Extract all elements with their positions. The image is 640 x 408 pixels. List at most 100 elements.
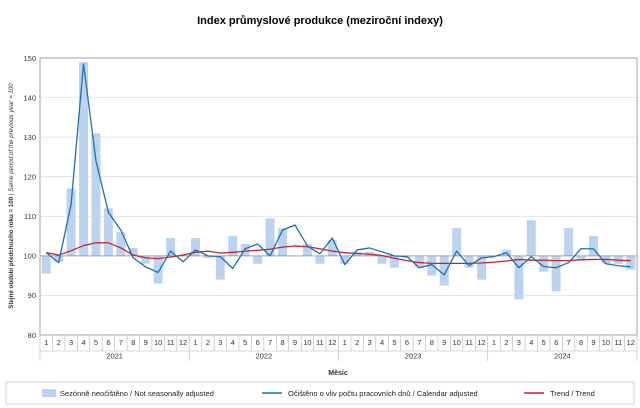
x-tick-label-17: 6: [256, 338, 260, 347]
y-axis-title-italic: Same period of the previous year = 100: [8, 83, 15, 192]
chart-title: Index průmyslové produkce (meziroční ind…: [197, 15, 443, 27]
x-tick-label-39: 4: [529, 338, 533, 347]
bar-23: [327, 240, 337, 256]
bar-5: [103, 208, 113, 256]
x-tick-label-14: 3: [218, 338, 222, 347]
bar-10: [166, 238, 176, 256]
bar-7: [128, 247, 138, 256]
plot-area: [39, 57, 638, 336]
x-tick-label-46: 11: [614, 338, 622, 347]
x-year-label-2022: 2022: [256, 352, 273, 361]
legend: Sezónně neočištěno / Not seasonally adju…: [5, 381, 635, 405]
bar-38: [514, 255, 524, 300]
x-tick-label-6: 7: [119, 338, 123, 347]
bar-18: [265, 218, 275, 256]
bar-6: [116, 232, 126, 256]
bar-44: [588, 236, 598, 256]
bar-15: [228, 236, 238, 256]
bar-43: [576, 255, 586, 260]
bar-30: [414, 255, 424, 268]
y-tick-label-0: 80: [28, 331, 36, 340]
bar-42: [564, 228, 574, 256]
x-tick-label-43: 8: [579, 338, 583, 347]
x-tick-label-18: 7: [268, 338, 272, 347]
y-axis-title: Stejné období předchozího roku = 100 | S…: [8, 83, 15, 309]
y-tick-label-4: 120: [23, 173, 36, 182]
x-tick-label-41: 6: [554, 338, 558, 347]
x-tick-label-15: 4: [231, 338, 235, 347]
x-tick-label-19: 8: [280, 338, 284, 347]
x-tick-label-12: 1: [193, 338, 197, 347]
x-tick-label-42: 7: [567, 338, 571, 347]
bar-27: [377, 255, 387, 264]
x-tick-label-9: 10: [154, 338, 162, 347]
y-tick-label-3: 110: [24, 212, 36, 221]
x-tick-label-30: 7: [417, 338, 421, 347]
y-tick-labels: 80 90 100 110 120 130 140 150: [23, 54, 36, 340]
bar-21: [302, 243, 312, 256]
bar-24: [340, 255, 350, 264]
x-tick-label-2: 3: [69, 338, 73, 347]
bar-39: [526, 220, 536, 256]
bar-2: [66, 188, 76, 256]
x-tick-label-45: 10: [602, 338, 610, 347]
x-tick-label-26: 3: [368, 338, 372, 347]
bar-4: [91, 133, 101, 256]
x-tick-label-0: 1: [44, 338, 48, 347]
x-axis-title: Měsíc: [328, 370, 348, 377]
bar-35: [477, 255, 487, 280]
series-line-1: [45, 63, 631, 276]
x-tick-label-27: 4: [380, 338, 384, 347]
x-tick-label-3: 4: [81, 338, 85, 347]
y-tick-label-1: 90: [28, 291, 36, 300]
bar-32: [439, 255, 449, 286]
legend-background: [5, 381, 635, 405]
x-tick-label-5: 6: [106, 338, 110, 347]
x-tick-label-29: 6: [405, 338, 409, 347]
legend-label-calendar: Očištěno o vliv počtu pracovních dnů / C…: [288, 389, 478, 398]
x-tick-label-32: 9: [442, 338, 446, 347]
bar-22: [315, 255, 325, 264]
bar-34: [464, 255, 474, 268]
x-tick-label-4: 5: [94, 338, 98, 347]
y-axis-title-bold: Stejné období předchozího roku = 100: [8, 196, 15, 308]
x-tick-label-34: 11: [465, 338, 473, 347]
x-tick-label-24: 1: [343, 338, 347, 347]
x-tick-label-40: 5: [542, 338, 546, 347]
x-tick-label-37: 2: [504, 338, 508, 347]
x-tick-label-10: 11: [167, 338, 175, 347]
bar-9: [153, 255, 163, 284]
bar-19: [278, 228, 288, 256]
line-series: [45, 63, 631, 276]
x-tick-label-33: 10: [452, 338, 460, 347]
x-axis: 1 2 3 4 5 6 7 8 9 10 11 12 1 2 3 4 5 6 7 8 9 10 11 12 1 2 3 4 5 6 7 8 9 1…: [39, 335, 638, 361]
x-tick-label-11: 12: [179, 338, 187, 347]
bar-31: [427, 255, 437, 276]
x-tick-label-20: 9: [293, 338, 297, 347]
legend-swatch-bars: [42, 389, 56, 397]
legend-label-bars: Sezónně neočištěno / Not seasonally adju…: [60, 389, 214, 398]
y-tick-label-7: 150: [23, 54, 36, 63]
bar-47: [626, 255, 636, 270]
bar-28: [389, 255, 399, 268]
x-tick-label-35: 12: [477, 338, 485, 347]
bar-33: [452, 228, 462, 256]
x-tick-label-1: 2: [57, 338, 61, 347]
x-tick-label-13: 2: [206, 338, 210, 347]
bar-3: [79, 61, 89, 256]
bar-40: [539, 255, 549, 272]
x-year-label-2021: 2021: [106, 352, 123, 361]
x-tick-label-28: 5: [392, 338, 396, 347]
x-tick-label-23: 12: [328, 338, 336, 347]
plot-background: [39, 57, 638, 336]
bar-13: [203, 255, 213, 258]
x-tick-label-38: 3: [517, 338, 521, 347]
bar-17: [253, 255, 263, 264]
bar-14: [215, 255, 225, 280]
x-tick-label-22: 11: [316, 338, 324, 347]
bar-0: [41, 255, 51, 274]
y-axis-title-separator: |: [8, 192, 15, 197]
x-year-label-2024: 2024: [554, 352, 571, 361]
bar-41: [551, 255, 561, 292]
